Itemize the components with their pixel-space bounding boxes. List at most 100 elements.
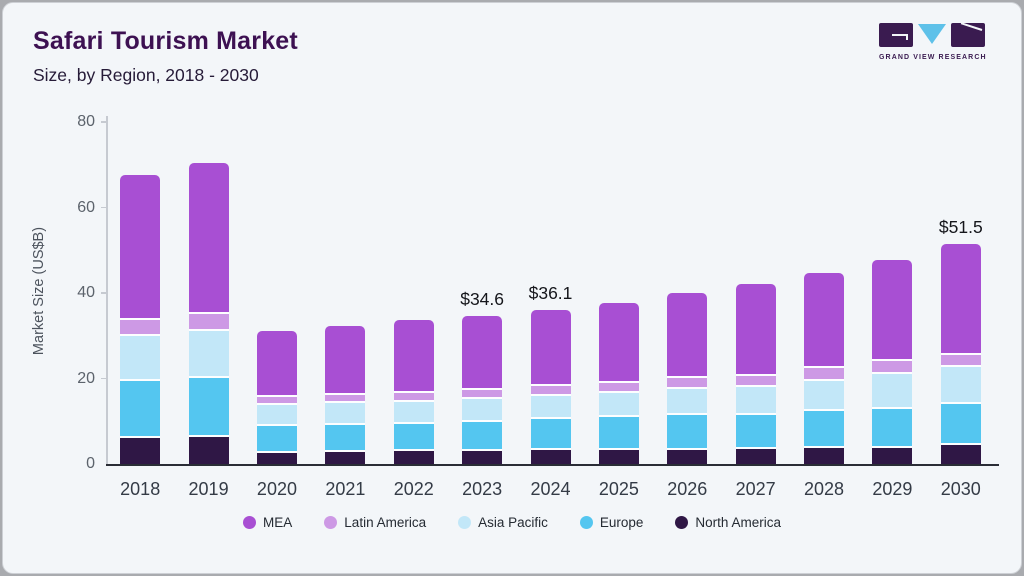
- bar-2024-segment-europe: [530, 419, 571, 451]
- x-tick-label-2026: 2026: [667, 479, 708, 499]
- x-tick-label-2022: 2022: [393, 479, 434, 499]
- bar-2030: [940, 243, 981, 464]
- x-axis-line: [106, 464, 999, 466]
- bar-value-label-2030: $51.5: [938, 216, 983, 237]
- legend-item-asia-pacific: Asia Pacific: [458, 515, 548, 530]
- legend-label-latin-america: Latin America: [344, 515, 427, 530]
- legend-dot-europe: [579, 516, 593, 529]
- bar-2021-segment-latin-america: [325, 394, 366, 404]
- legend-label-mea: MEA: [263, 515, 293, 530]
- y-tick-label-40: 40: [77, 284, 95, 301]
- bar-2027-segment-europe: [735, 415, 776, 449]
- bar-2025-segment-mea: [598, 302, 639, 384]
- stacked-bar-chart: 0 20 40 60 80 Market Size (US$B) 2018 2019 2020 2…: [3, 3, 1021, 573]
- bar-2020: [256, 330, 297, 464]
- bar-2028-segment-mea: [804, 273, 845, 369]
- bar-2029-segment-north-america: [872, 447, 913, 464]
- bar-2028-segment-europe: [804, 411, 845, 449]
- bar-2027-segment-latin-america: [735, 376, 776, 387]
- bar-2023: [462, 316, 503, 464]
- bar-2019-segment-north-america: [188, 436, 229, 464]
- bar-2027-segment-mea: [735, 284, 776, 377]
- x-tick-label-2025: 2025: [598, 479, 639, 499]
- bar-2018-segment-north-america: [120, 437, 161, 464]
- legend-dot-north-america: [675, 516, 689, 529]
- legend-dot-asia-pacific: [458, 516, 472, 529]
- bar-2029-segment-mea: [872, 260, 913, 362]
- bar-2028-segment-latin-america: [804, 368, 845, 381]
- x-tick-label-2027: 2027: [735, 479, 776, 499]
- x-tick-label-2019: 2019: [188, 479, 229, 499]
- bar-2021: [325, 325, 366, 464]
- bar-2029-segment-europe: [872, 409, 913, 448]
- legend-dot-latin-america: [324, 516, 338, 529]
- gvr-logo-v-icon: [918, 24, 946, 44]
- bar-value-label-2023: $34.6: [460, 289, 505, 310]
- bar-2029: [872, 260, 913, 464]
- bar-2025: [598, 302, 639, 464]
- bar-2019-segment-mea: [188, 162, 229, 314]
- bar-2030-segment-mea: [940, 243, 981, 355]
- chart-legend: MEA Latin America Asia Pacific Europe North …: [3, 515, 1021, 530]
- bar-2024-segment-mea: [530, 309, 571, 386]
- bar-2022-segment-north-america: [393, 451, 434, 464]
- y-tick-mark-20: [101, 377, 106, 380]
- bar-2027-segment-asia-pacific: [735, 386, 776, 416]
- legend-label-north-america: North America: [695, 515, 781, 530]
- bar-2018: [120, 175, 161, 464]
- bar-2022-segment-mea: [393, 320, 434, 393]
- y-tick-mark-80: [101, 121, 106, 123]
- y-axis-title: Market Size (US$B): [31, 226, 47, 356]
- y-tick-mark-60: [101, 206, 106, 209]
- bar-2022-segment-europe: [393, 423, 434, 452]
- bar-2030-segment-asia-pacific: [940, 367, 981, 404]
- bar-2027-segment-north-america: [735, 448, 776, 464]
- gvr-logo: GRAND VIEW RESEARCH: [879, 23, 986, 61]
- legend-item-latin-america: Latin America: [324, 515, 426, 530]
- bar-2024: [530, 309, 571, 464]
- bar-2028-segment-asia-pacific: [804, 380, 845, 412]
- bar-2020-segment-north-america: [256, 452, 297, 464]
- bar-2020-segment-asia-pacific: [256, 405, 297, 427]
- bar-2025-segment-europe: [598, 416, 639, 450]
- bar-2019-segment-asia-pacific: [188, 330, 229, 379]
- bar-2023-segment-asia-pacific: [462, 399, 503, 422]
- y-tick-label-80: 80: [77, 113, 95, 130]
- bar-2022: [393, 320, 434, 464]
- bar-2028-segment-north-america: [804, 448, 845, 464]
- bar-2020-segment-europe: [256, 426, 297, 453]
- y-tick-label-0: 0: [86, 455, 95, 472]
- gvr-logo-r-icon: [951, 23, 985, 47]
- x-tick-label-2028: 2028: [804, 479, 845, 499]
- bar-2021-segment-mea: [325, 325, 366, 395]
- bar-2027: [735, 284, 776, 464]
- bar-2023-segment-mea: [462, 316, 503, 391]
- bar-2029-segment-latin-america: [872, 361, 913, 375]
- bar-2026-segment-asia-pacific: [667, 389, 708, 415]
- bar-2026-segment-mea: [667, 293, 708, 379]
- bar-2025-segment-latin-america: [598, 383, 639, 394]
- x-tick-label-2018: 2018: [120, 479, 161, 499]
- bar-2030-segment-latin-america: [940, 355, 981, 368]
- bar-2028: [804, 273, 845, 464]
- x-tick-label-2023: 2023: [462, 479, 503, 499]
- bar-2019-segment-latin-america: [188, 314, 229, 331]
- y-tick-mark-40: [101, 292, 106, 294]
- bar-2030-segment-north-america: [940, 445, 981, 464]
- bar-2023-segment-north-america: [462, 450, 503, 464]
- bar-value-label-2024: $36.1: [528, 282, 573, 303]
- bar-2029-segment-asia-pacific: [872, 374, 913, 409]
- legend-item-north-america: North America: [675, 515, 781, 530]
- x-tick-label-2024: 2024: [530, 479, 571, 499]
- legend-dot-mea: [243, 516, 257, 529]
- x-tick-label-2020: 2020: [256, 479, 297, 499]
- legend-item-europe: Europe: [579, 515, 643, 530]
- bar-2018-segment-europe: [120, 380, 161, 438]
- gvr-logo-mark: [879, 23, 985, 49]
- bar-2020-segment-mea: [256, 330, 297, 397]
- y-tick-label-20: 20: [77, 369, 95, 387]
- bar-2018-segment-asia-pacific: [120, 335, 161, 381]
- bar-2020-segment-latin-america: [256, 396, 297, 406]
- bar-2023-segment-europe: [462, 421, 503, 451]
